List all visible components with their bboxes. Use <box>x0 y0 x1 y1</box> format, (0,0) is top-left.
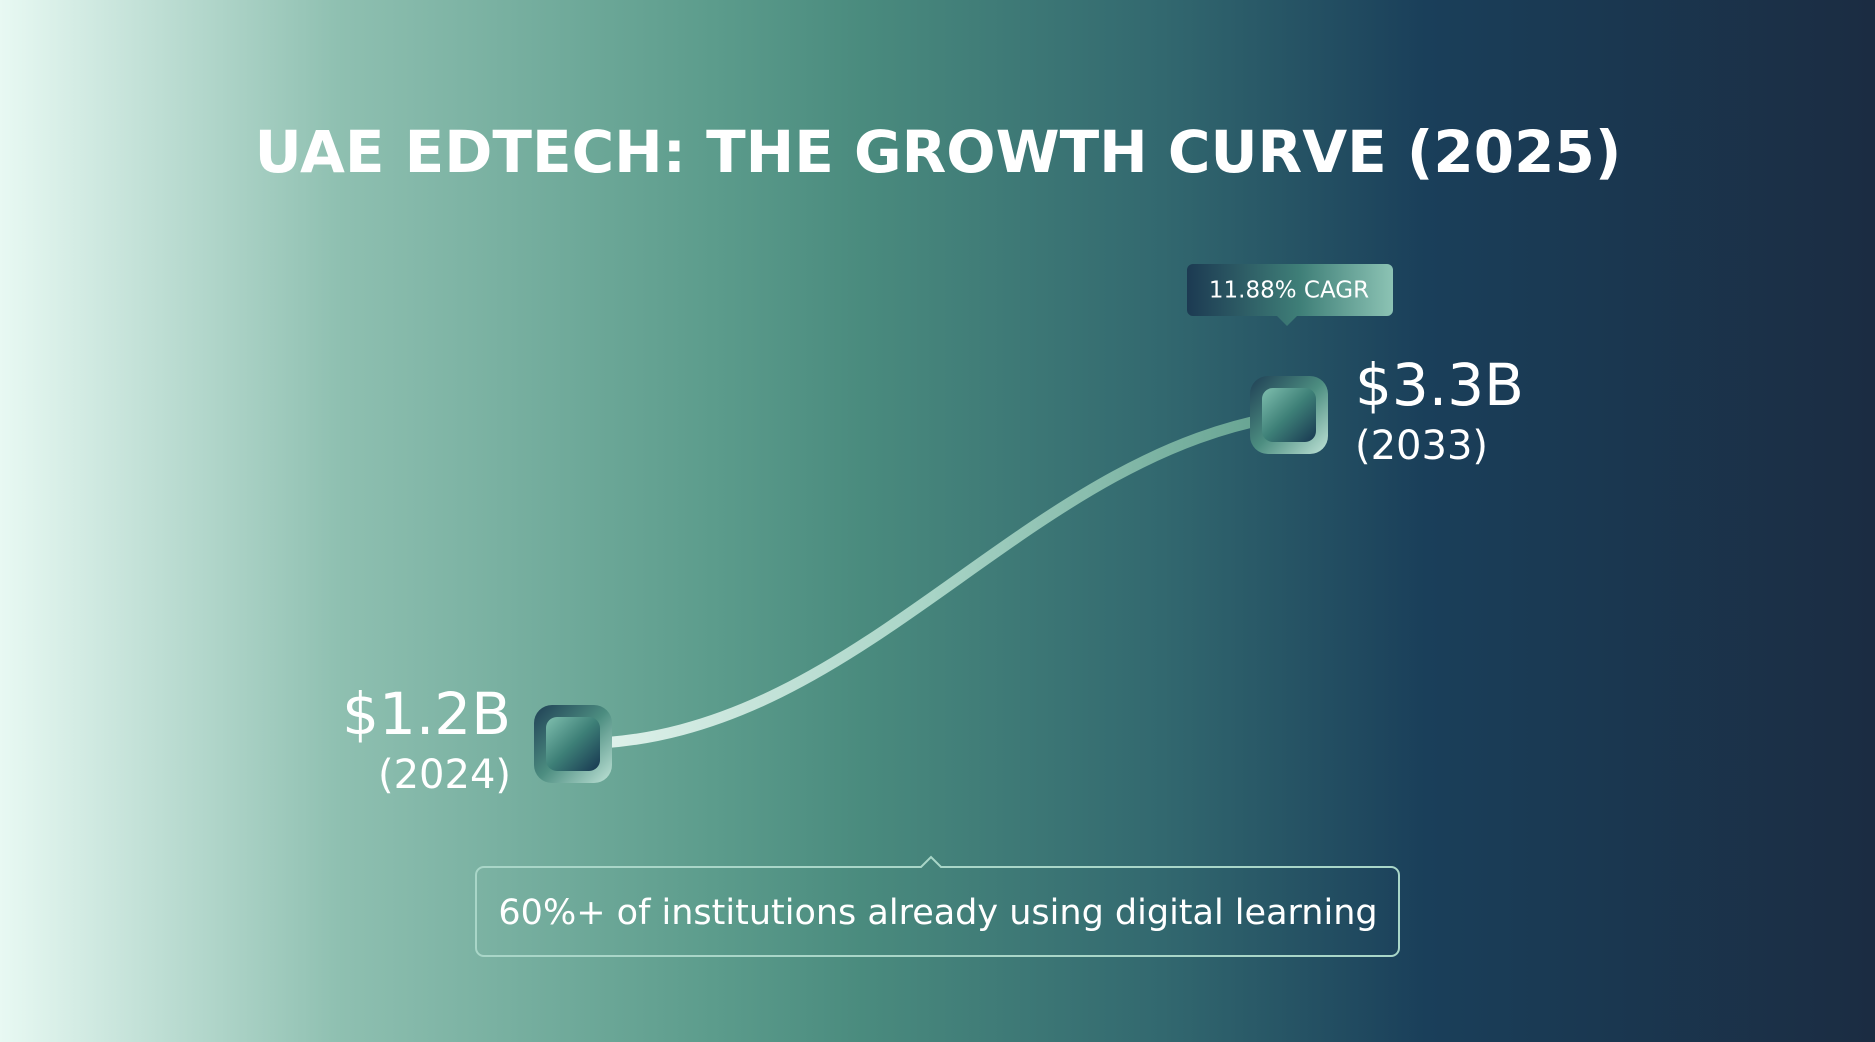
value-label: $1.2B <box>342 680 511 748</box>
annotation: 11.88% CAGR <box>1209 278 1369 304</box>
value-label: $3.3B <box>1355 351 1524 419</box>
annotation-badge <box>1187 264 1393 326</box>
annotation: 60%+ of institutions already using digit… <box>498 893 1377 933</box>
data-point-inner <box>1262 388 1316 442</box>
chart-title: UAE EDTECH: THE GROWTH CURVE (2025) <box>255 118 1622 186</box>
data-point-inner <box>546 717 600 771</box>
callout-box <box>475 855 1400 957</box>
category-label: (2024) <box>378 752 511 798</box>
category-label: (2033) <box>1355 423 1488 469</box>
growth-curve <box>567 409 1295 750</box>
